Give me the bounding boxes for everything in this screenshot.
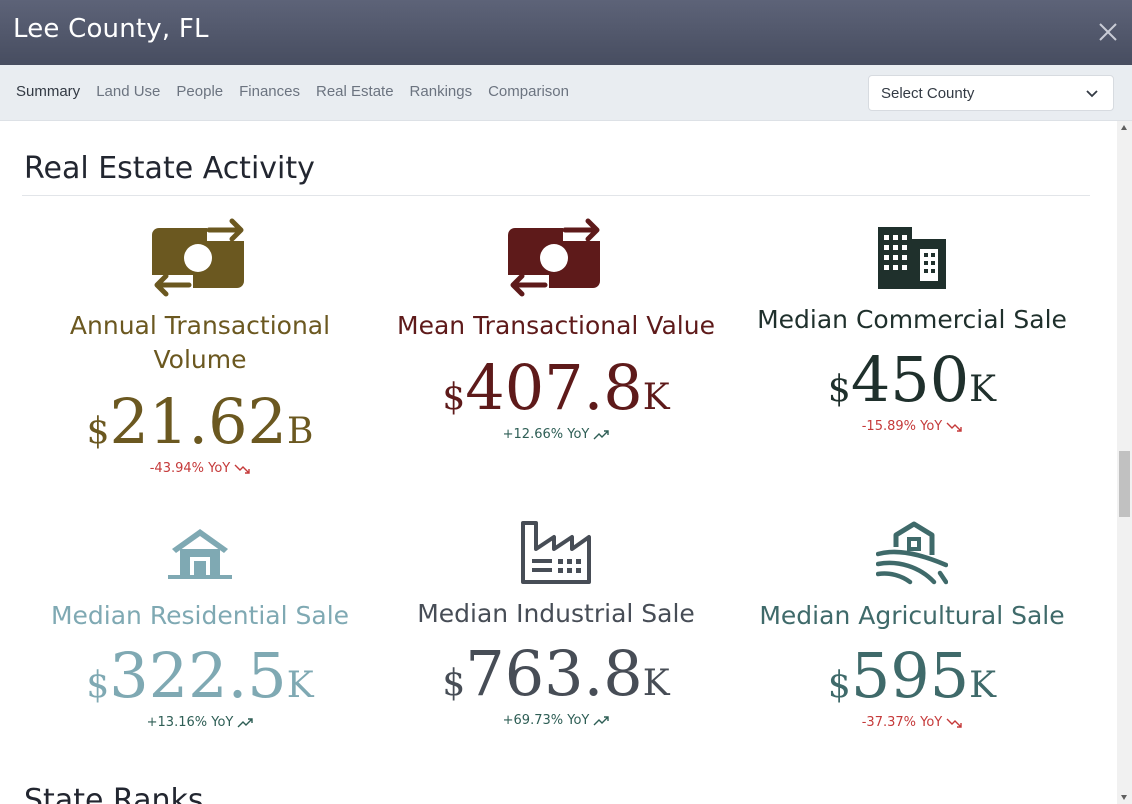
metric-value: $21.62B	[86, 385, 314, 458]
scrollbar-thumb[interactable]	[1119, 451, 1130, 517]
metric-card-annual-volume: Annual Transactional Volume $21.62B -43.…	[22, 217, 378, 476]
tab-real-estate[interactable]: Real Estate	[316, 83, 394, 100]
metric-value: $407.8K	[442, 351, 670, 424]
factory-icon	[521, 521, 591, 584]
scroll-down-icon[interactable]	[1121, 795, 1127, 800]
metric-value: $595K	[827, 639, 997, 712]
tab-people[interactable]: People	[176, 83, 224, 100]
metric-label: Mean Transactional Value	[397, 311, 715, 340]
tab-finances[interactable]: Finances	[239, 83, 300, 100]
content-area: Real Estate Activity Annual Transactiona…	[0, 121, 1117, 804]
metric-label: Median Agricultural Sale	[759, 601, 1065, 630]
metric-value: $450K	[827, 343, 997, 416]
tab-list: Summary Land Use People Finances Real Es…	[16, 83, 585, 100]
metric-card-commercial: Median Commercial Sale $450K -15.89% YoY	[734, 227, 1090, 434]
tab-comparison[interactable]: Comparison	[488, 83, 569, 100]
money-exchange-icon	[507, 217, 605, 299]
house-icon	[168, 529, 232, 579]
yoy-change: -15.89% YoY	[734, 419, 1090, 434]
metric-card-agricultural: Median Agricultural Sale $595K -37.37% Y…	[734, 521, 1090, 730]
county-select[interactable]: Select County	[868, 75, 1114, 111]
yoy-change: -43.94% YoY	[22, 461, 378, 476]
tab-summary[interactable]: Summary	[16, 83, 81, 100]
yoy-change: +12.66% YoY	[378, 427, 734, 442]
trend-up-icon	[593, 429, 610, 439]
chevron-down-icon	[1086, 90, 1098, 98]
metric-value: $322.5K	[86, 639, 314, 712]
section-title: Real Estate Activity	[24, 151, 315, 186]
tab-rankings[interactable]: Rankings	[409, 83, 473, 100]
page-title: Lee County, FL	[13, 14, 209, 44]
scroll-up-icon[interactable]	[1121, 125, 1127, 130]
yoy-change: +13.16% YoY	[22, 715, 378, 730]
metric-label: Median Residential Sale	[50, 601, 350, 630]
trend-down-icon	[946, 718, 962, 728]
trend-up-icon	[593, 715, 610, 725]
metric-card-industrial: Median Industrial Sale $763.8K +69.73% Y…	[378, 519, 734, 728]
trend-up-icon	[237, 717, 254, 727]
metric-card-residential: Median Residential Sale $322.5K +13.16% …	[22, 527, 378, 730]
commercial-building-icon	[878, 227, 946, 289]
header-bar: Lee County, FL	[0, 0, 1132, 65]
metric-label: Annual Transactional Volume	[69, 311, 331, 374]
yoy-change: +69.73% YoY	[378, 713, 734, 728]
metric-value: $763.8K	[442, 637, 670, 710]
trend-down-icon	[234, 464, 250, 474]
yoy-change: -37.37% YoY	[734, 715, 1090, 730]
county-select-value: Select County	[881, 85, 975, 102]
money-exchange-icon	[151, 217, 249, 299]
tab-land-use[interactable]: Land Use	[96, 83, 161, 100]
metric-label: Median Commercial Sale	[757, 305, 1067, 334]
state-ranks-title: State Ranks	[24, 783, 204, 804]
metric-label: Median Industrial Sale	[417, 599, 695, 628]
close-icon[interactable]	[1096, 20, 1120, 44]
trend-down-icon	[946, 422, 962, 432]
barn-field-icon	[876, 521, 948, 585]
section-divider	[22, 195, 1090, 196]
metric-card-mean-value: Mean Transactional Value $407.8K +12.66%…	[378, 217, 734, 442]
scrollbar[interactable]	[1117, 121, 1132, 804]
